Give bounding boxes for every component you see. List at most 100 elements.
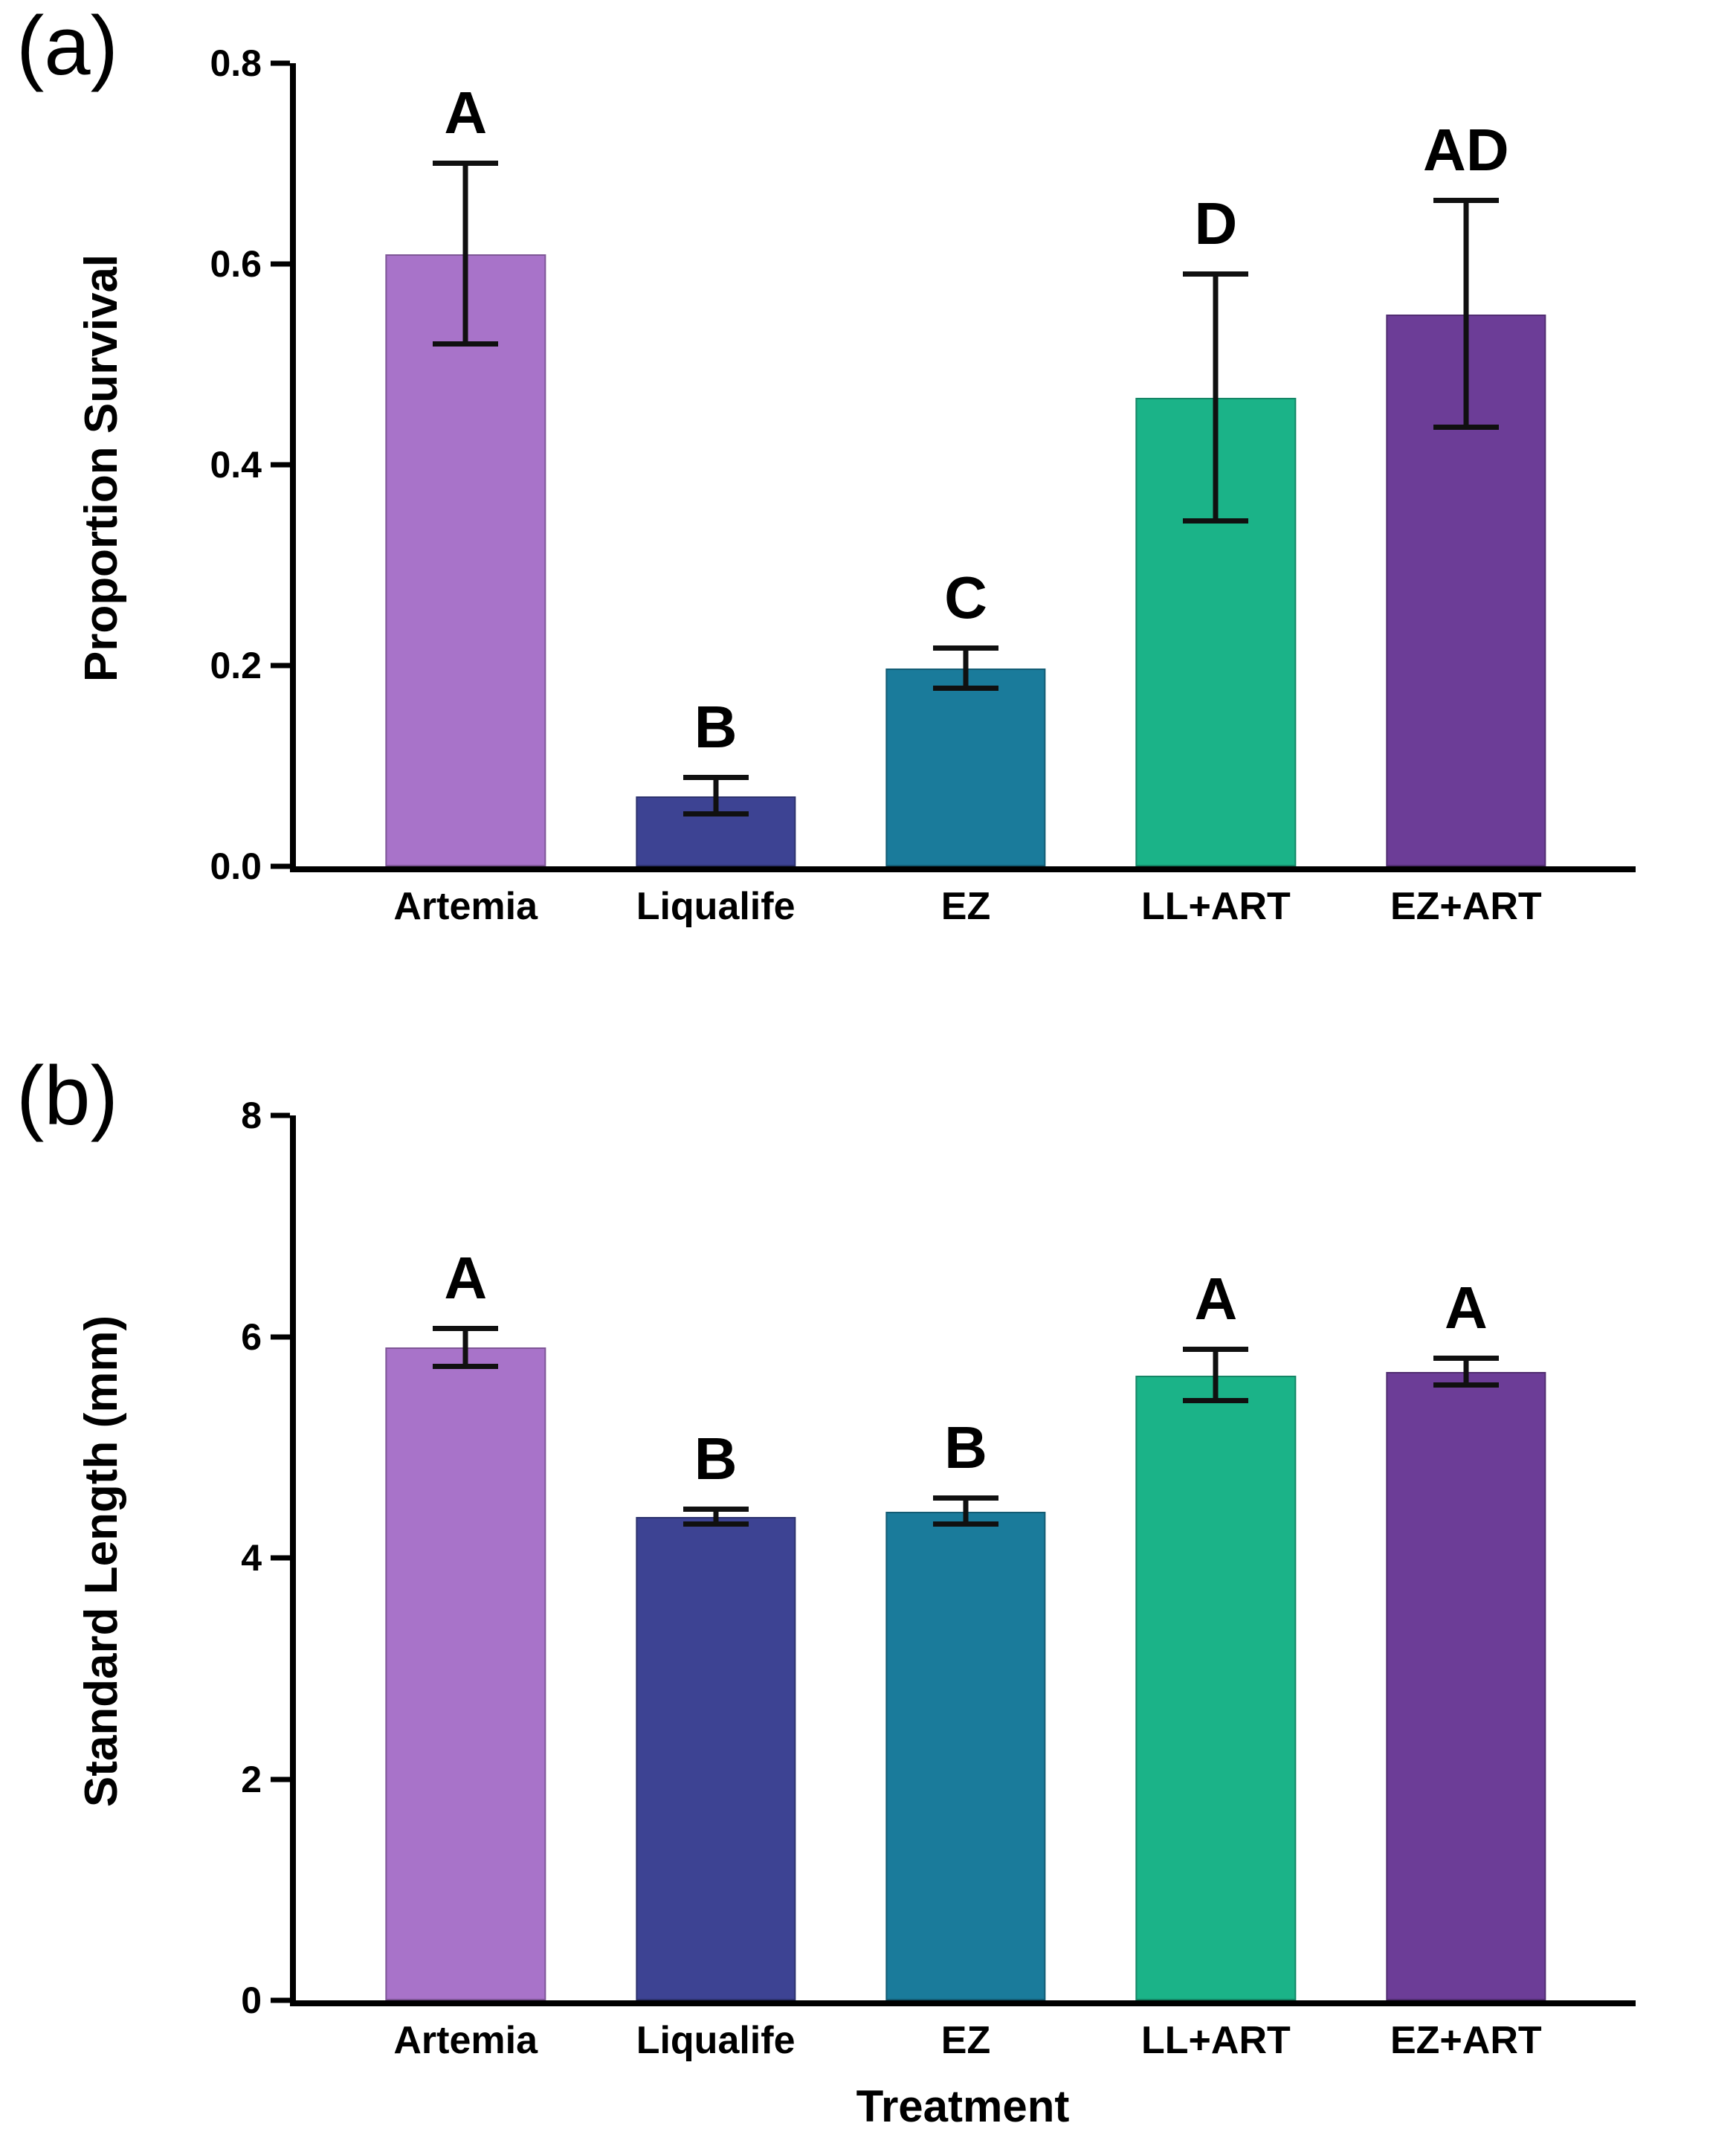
significance-letter: A: [1194, 1266, 1238, 1333]
significance-letter: B: [694, 694, 738, 761]
x-tick-label: EZ: [940, 885, 991, 928]
panel-b-x-tick-labels: Artemia Liqualife EZ LL+ART EZ+ART: [341, 2019, 1591, 2062]
error-bar-line: [462, 164, 468, 344]
error-bar-bottom-cap: [683, 1521, 749, 1527]
panel-b-y-axis-title-wrap: Standard Length (mm): [68, 1115, 135, 2006]
error-bar-line: [1213, 274, 1219, 521]
y-tick-mark: [271, 462, 290, 468]
error-bar-line: [713, 778, 719, 814]
error-bar-top-cap: [1183, 271, 1249, 277]
y-tick-mark: [271, 261, 290, 267]
y-tick-label: 0: [241, 1980, 262, 2021]
bar-slot: D: [1091, 63, 1340, 866]
y-tick-mark: [271, 1997, 290, 2003]
error-bar-top-cap: [433, 1326, 499, 1332]
panel-a: (a) Proportion Survival A B C D AD Artemia Li…: [0, 0, 1736, 996]
bar: [885, 669, 1046, 866]
bar: [1386, 314, 1546, 866]
error-bar-bottom-cap: [933, 1521, 999, 1527]
x-tick-label: LL+ART: [1141, 885, 1291, 928]
bar-slot: A: [1091, 1115, 1340, 2000]
x-tick-label: Liqualife: [636, 885, 796, 928]
error-bar-bottom-cap: [1183, 518, 1249, 524]
x-tick-label: Liqualife: [636, 2019, 796, 2062]
error-bar-top-cap: [1183, 1347, 1249, 1353]
y-tick-label: 0.0: [210, 845, 262, 887]
error-bar-bottom-cap: [1433, 425, 1499, 431]
panel-b-bars-layer: A B B A A: [341, 1115, 1591, 2000]
panel-a-x-tick-labels: Artemia Liqualife EZ LL+ART EZ+ART: [341, 885, 1591, 928]
bar: [385, 254, 546, 866]
bar: [1386, 1372, 1546, 2000]
y-tick-mark: [271, 663, 290, 669]
panel-b-label: (b): [16, 1049, 118, 1142]
panel-a-bars-layer: A B C D AD: [341, 63, 1591, 866]
error-bar-top-cap: [683, 1506, 749, 1512]
significance-letter: A: [444, 80, 488, 146]
bar-slot: A: [1341, 1115, 1591, 2000]
x-axis-title: Treatment: [856, 2081, 1070, 2131]
y-tick-mark: [271, 1112, 290, 1118]
y-tick-mark: [271, 1334, 290, 1339]
panel-a-y-axis-title-wrap: Proportion Survival: [68, 63, 135, 872]
panel-b-plot-area: A B B A A Artemia Liqualife EZ LL+ART EZ+ART 0 2 4…: [241, 1097, 1636, 2062]
bar-slot: C: [841, 63, 1091, 866]
significance-letter: C: [944, 564, 987, 631]
bar-slot: B: [590, 1115, 840, 2000]
y-tick-label: 8: [241, 1095, 262, 1136]
y-tick-label: 0.8: [210, 42, 262, 84]
error-bar-line: [713, 1509, 719, 1525]
y-tick-label: 4: [241, 1537, 262, 1579]
panel-b: (b) Standard Length (mm) A B B A A Artemia Li…: [0, 1034, 1736, 2155]
bar-slot: B: [841, 1115, 1091, 2000]
bar: [885, 1511, 1046, 2000]
significance-letter: B: [694, 1425, 738, 1492]
error-bar-top-cap: [683, 775, 749, 781]
bar-slot: A: [341, 1115, 590, 2000]
x-tick-label: EZ+ART: [1390, 885, 1542, 928]
error-bar-line: [963, 648, 969, 689]
panel-a-plot-area: A B C D AD Artemia Liqualife EZ LL+ART EZ+ART 0.…: [210, 45, 1636, 928]
error-bar-line: [462, 1329, 468, 1367]
x-tick-label: LL+ART: [1141, 2019, 1291, 2062]
error-bar-bottom-cap: [933, 686, 999, 692]
bar-slot: A: [341, 63, 590, 866]
y-tick-mark: [271, 1555, 290, 1561]
bar: [635, 1516, 796, 2000]
bar: [385, 1347, 546, 2000]
x-tick-label: Artemia: [393, 2019, 538, 2062]
y-tick-label: 0.2: [210, 645, 262, 686]
error-bar-line: [963, 1498, 969, 1525]
x-tick-label: Artemia: [393, 885, 538, 928]
significance-letter: B: [944, 1414, 987, 1481]
significance-letter: D: [1194, 190, 1238, 257]
error-bar-top-cap: [1433, 1356, 1499, 1362]
panel-a-y-axis-title: Proportion Survival: [76, 254, 128, 682]
y-tick-mark: [271, 60, 290, 66]
error-bar-top-cap: [933, 1495, 999, 1501]
error-bar-bottom-cap: [433, 341, 499, 347]
error-bar-top-cap: [433, 161, 499, 166]
error-bar-bottom-cap: [683, 811, 749, 816]
y-tick-label: 0.4: [210, 444, 262, 486]
y-tick-mark: [271, 863, 290, 869]
error-bar-bottom-cap: [1433, 1382, 1499, 1388]
significance-letter: A: [444, 1245, 488, 1312]
x-tick-label: EZ+ART: [1390, 2019, 1542, 2062]
significance-letter: A: [1444, 1275, 1488, 1341]
error-bar-line: [1463, 200, 1469, 428]
error-bar-top-cap: [933, 645, 999, 651]
error-bar-line: [1213, 1350, 1219, 1401]
panel-b-y-axis-title: Standard Length (mm): [76, 1315, 128, 1807]
panel-a-label: (a): [16, 0, 118, 92]
significance-letter: AD: [1423, 116, 1509, 183]
error-bar-top-cap: [1433, 197, 1499, 203]
y-tick-label: 2: [241, 1758, 262, 1800]
y-tick-mark: [271, 1776, 290, 1782]
error-bar-bottom-cap: [1183, 1397, 1249, 1403]
y-tick-label: 0.6: [210, 243, 262, 285]
bar-slot: B: [590, 63, 840, 866]
error-bar-bottom-cap: [433, 1363, 499, 1369]
bar-slot: AD: [1341, 63, 1591, 866]
